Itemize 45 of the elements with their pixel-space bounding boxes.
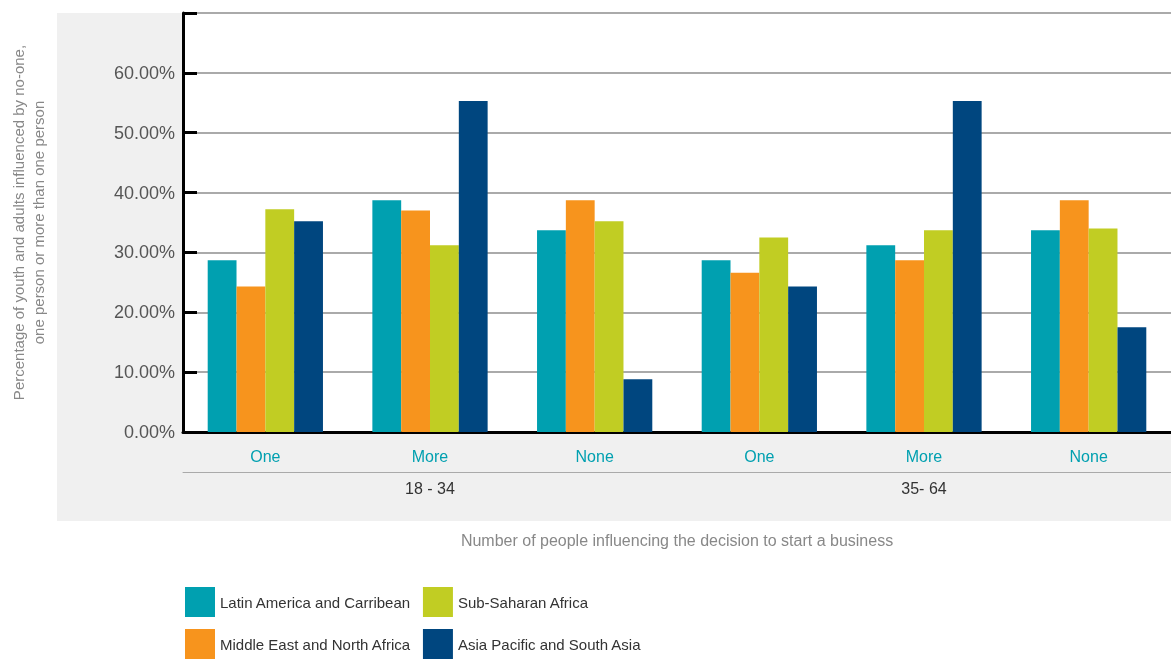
x-tick-label: One bbox=[250, 447, 281, 465]
legend-label: Latin America and Carribean bbox=[220, 593, 411, 611]
bar bbox=[401, 210, 430, 432]
bar bbox=[1117, 327, 1147, 432]
text: 35- 64 bbox=[901, 479, 947, 497]
bar bbox=[372, 200, 402, 432]
y-tick-label: 60.00% bbox=[113, 62, 175, 83]
bar bbox=[788, 286, 817, 432]
bar bbox=[623, 379, 653, 432]
bar bbox=[537, 230, 566, 432]
y-tick-label: 0.00% bbox=[123, 422, 175, 442]
x-tick-label: More bbox=[411, 447, 449, 465]
bar bbox=[207, 260, 237, 432]
y-tick-label: 30.00% bbox=[113, 242, 175, 263]
legend-label: Asia Pacific and South Asia bbox=[457, 635, 642, 653]
text: 18 - 34 bbox=[405, 479, 456, 497]
bar bbox=[1059, 200, 1089, 432]
bar bbox=[701, 260, 731, 432]
x-tick-label: More bbox=[905, 447, 943, 465]
bar bbox=[594, 221, 624, 432]
x-tick-label: None bbox=[575, 447, 614, 465]
bar bbox=[952, 100, 982, 432]
bar bbox=[759, 237, 789, 432]
bar bbox=[1031, 230, 1060, 432]
bar bbox=[895, 260, 924, 432]
bar bbox=[866, 245, 896, 432]
bar bbox=[265, 209, 295, 432]
x-axis-title: Number of people influencing the decision to start a business bbox=[460, 531, 894, 549]
y-tick-label: 20.00% bbox=[113, 302, 175, 323]
y-tick-label: 10.00% bbox=[113, 362, 175, 383]
bar bbox=[430, 245, 459, 432]
legend-label: Sub-Saharan Africa bbox=[457, 593, 589, 611]
bar bbox=[294, 221, 323, 432]
bar bbox=[565, 200, 595, 432]
bar bbox=[458, 100, 488, 432]
legend-label: Middle East and North Africa bbox=[220, 635, 411, 653]
bar bbox=[924, 230, 953, 432]
y-axis-title: Percentage of youth and adults influenced by no-one, one person or more than one person bbox=[9, 44, 47, 401]
y-tick-label: 50.00% bbox=[113, 122, 175, 143]
bar bbox=[730, 272, 760, 432]
x-tick-label: None bbox=[1069, 447, 1108, 465]
x-tick-label: One bbox=[744, 447, 775, 465]
bar bbox=[1088, 228, 1118, 432]
y-tick-label: 40.00% bbox=[113, 182, 175, 203]
bar bbox=[236, 286, 266, 432]
